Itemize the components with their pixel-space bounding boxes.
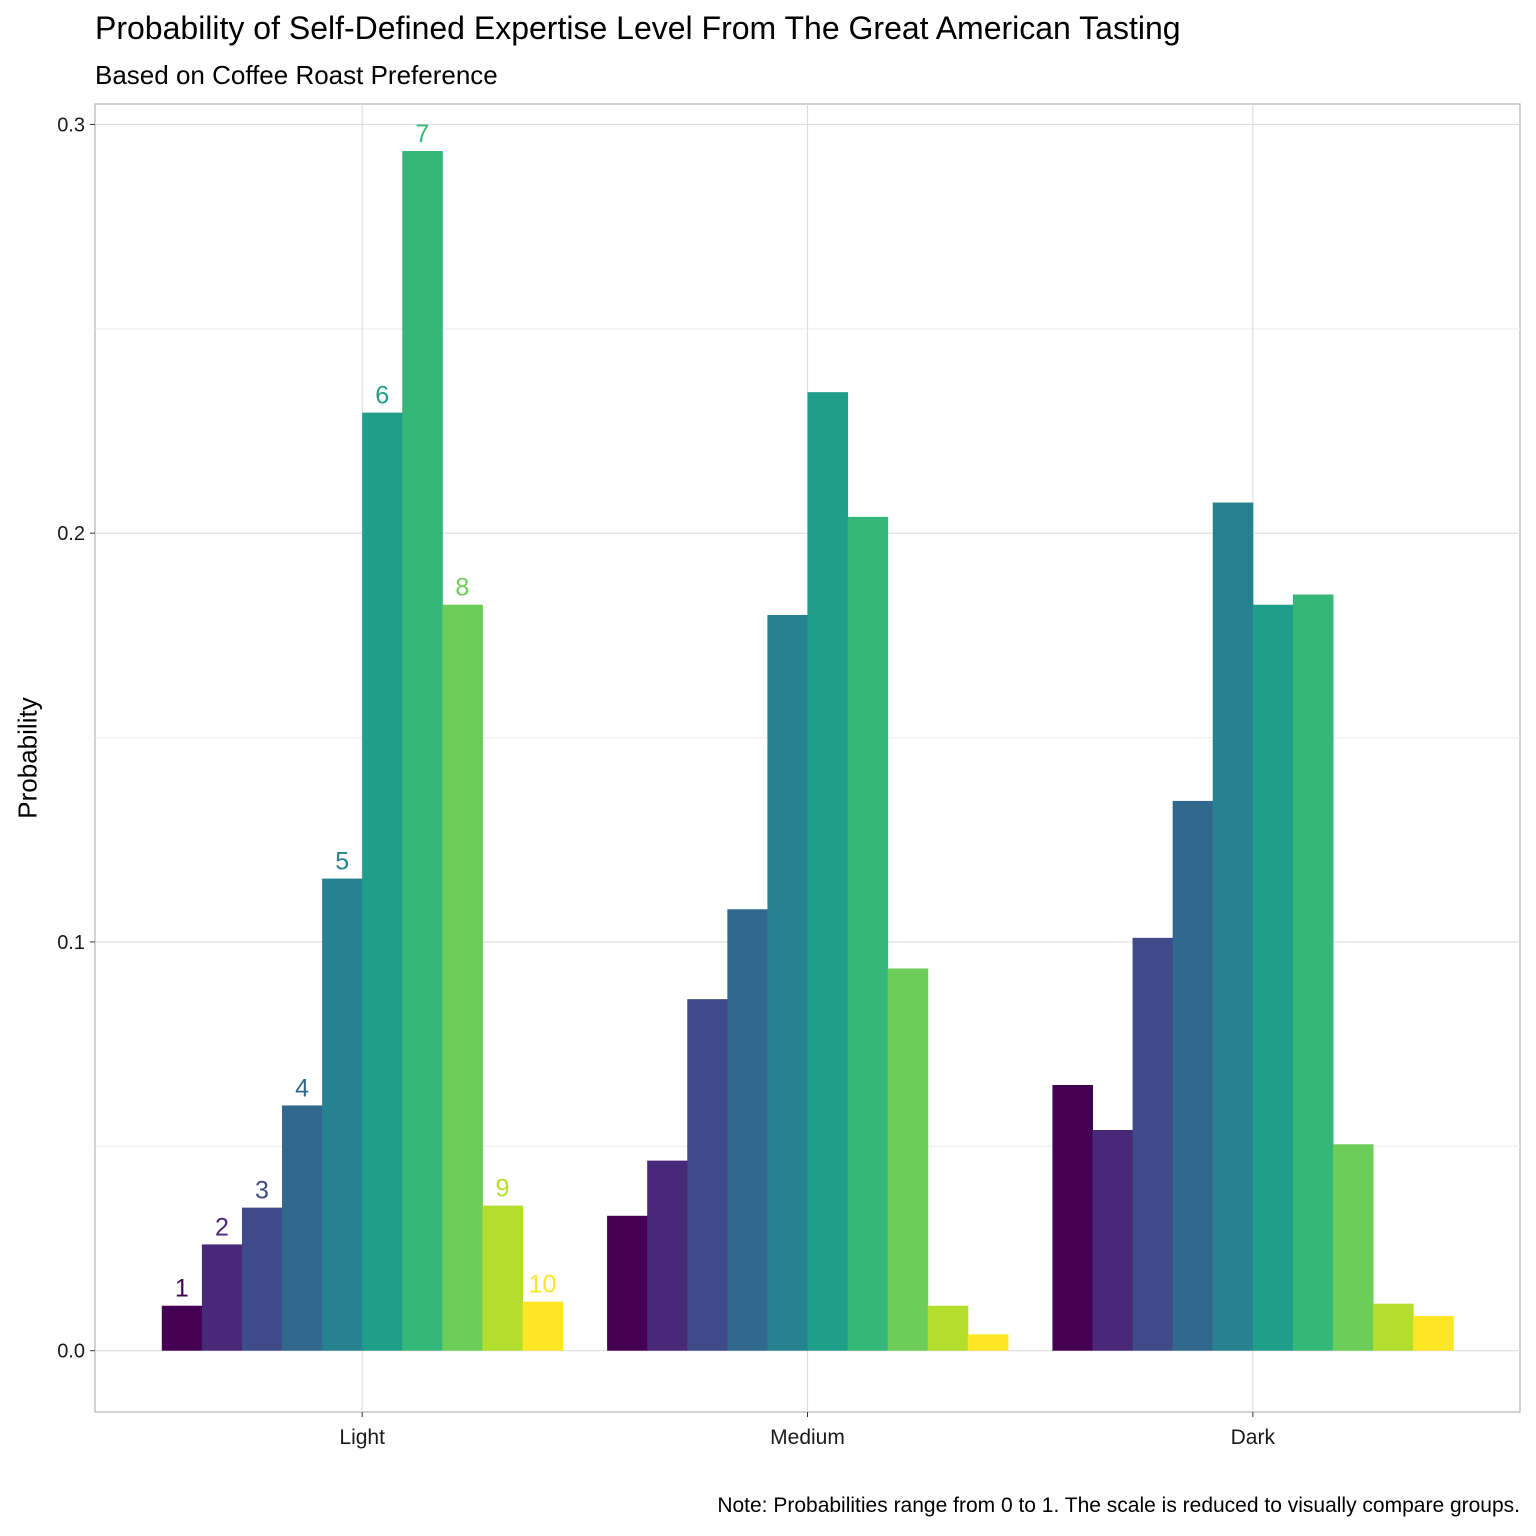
bar [887,968,929,1351]
chart-title: Probability of Self-Defined Expertise Le… [95,10,1181,46]
bar [1052,1085,1093,1351]
y-axis-ticks: 0.0 0.1 0.2 0.3 [57,114,95,1363]
bar [522,1301,564,1351]
y-tick-label: 0.0 [57,1341,85,1363]
bar [727,909,768,1351]
bar [1413,1315,1454,1351]
bar-label: 7 [415,120,429,148]
bar [282,1105,323,1351]
chart-caption: Note: Probabilities range from 0 to 1. T… [717,1494,1520,1517]
bar [482,1205,523,1351]
bar [607,1215,648,1351]
bar-label: 2 [215,1213,229,1241]
bar [687,999,728,1351]
bar-label: 5 [335,848,349,876]
bar [767,614,808,1351]
bar-label: 4 [295,1074,309,1102]
x-tick-label: Medium [770,1426,845,1449]
x-tick-label: Light [339,1426,385,1449]
bar-label: 10 [529,1271,557,1299]
bars [161,151,1454,1351]
bar [1373,1303,1414,1351]
bar [362,412,403,1351]
bar [847,516,889,1351]
x-axis-ticks: Light Medium Dark [339,1412,1275,1449]
bar [402,151,443,1351]
bar [1092,1129,1134,1351]
bar-label: 3 [255,1177,269,1205]
bar-label: 9 [496,1175,510,1203]
bar-label: 8 [455,574,469,602]
bar [1252,604,1294,1351]
bar [201,1244,243,1351]
chart-subtitle: Based on Coffee Roast Preference [95,60,498,90]
bar [927,1305,969,1351]
bar [1292,594,1334,1351]
bar [1172,800,1214,1351]
bar [1212,502,1254,1351]
bar-label: 6 [375,382,389,410]
bar [807,392,849,1351]
bar [322,878,363,1351]
bar [1132,937,1174,1351]
y-tick-label: 0.2 [57,523,85,545]
y-tick-label: 0.1 [57,932,85,954]
x-tick-label: Dark [1231,1426,1276,1449]
bar [1332,1144,1374,1351]
bar [161,1305,203,1351]
bar [241,1207,283,1351]
y-tick-label: 0.3 [57,114,85,136]
bar-label: 1 [175,1275,189,1303]
bar [442,604,483,1351]
bar [647,1160,688,1351]
bar [967,1334,1009,1351]
